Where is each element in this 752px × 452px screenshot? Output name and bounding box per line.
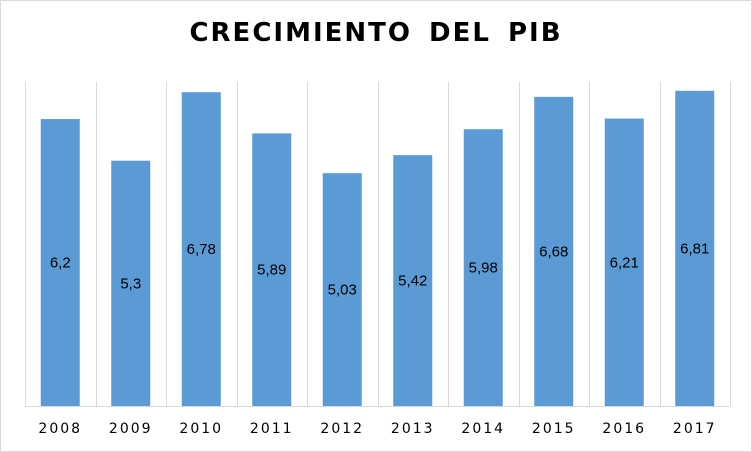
x-axis: 2008 2009 2010 2011 2012 2013 2014 2015 2016 2017 (25, 406, 730, 437)
x-tick-label-2013: 2013 (391, 421, 435, 437)
data-label-2014: 5,98 (469, 260, 498, 277)
bar-2016 (604, 118, 644, 407)
data-label-2011: 5,89 (257, 262, 286, 279)
data-label-2008: 6,2 (50, 255, 71, 272)
data-label-2016: 6,21 (610, 254, 639, 271)
data-label-2013: 5,42 (398, 273, 427, 290)
bar-2014 (463, 129, 503, 406)
x-tick-label-2008: 2008 (38, 421, 82, 437)
x-tick-label-2014: 2014 (461, 421, 505, 437)
bar-2010 (181, 92, 221, 406)
data-labels: 6,2 5,3 6,78 5,89 5,03 5,42 5,98 6,68 6,21 6,81 (50, 240, 710, 298)
grid-lines (25, 82, 731, 406)
x-tick-label-2010: 2010 (179, 421, 223, 437)
bar-2015 (534, 96, 574, 406)
bar-2013 (393, 155, 433, 406)
bar-2009 (111, 160, 151, 406)
data-label-2015: 6,68 (539, 243, 568, 260)
x-tick-label-2015: 2015 (532, 421, 576, 437)
data-label-2012: 5,03 (328, 282, 357, 299)
bar-2008 (40, 119, 80, 407)
x-tick-label-2017: 2017 (673, 421, 717, 437)
bars (40, 90, 715, 407)
x-tick-label-2012: 2012 (320, 421, 364, 437)
chart-title: CRECIMIENTO DEL PIB (189, 18, 563, 48)
data-label-2017: 6,81 (680, 240, 709, 257)
bar-2012 (322, 173, 362, 406)
bar-2017 (675, 90, 715, 407)
x-tick-label-2009: 2009 (109, 421, 153, 437)
x-tick-label-2016: 2016 (602, 421, 646, 437)
data-label-2010: 6,78 (187, 241, 216, 258)
data-label-2009: 5,3 (120, 275, 141, 292)
bar-2011 (252, 133, 292, 406)
x-tick-label-2011: 2011 (250, 421, 294, 437)
